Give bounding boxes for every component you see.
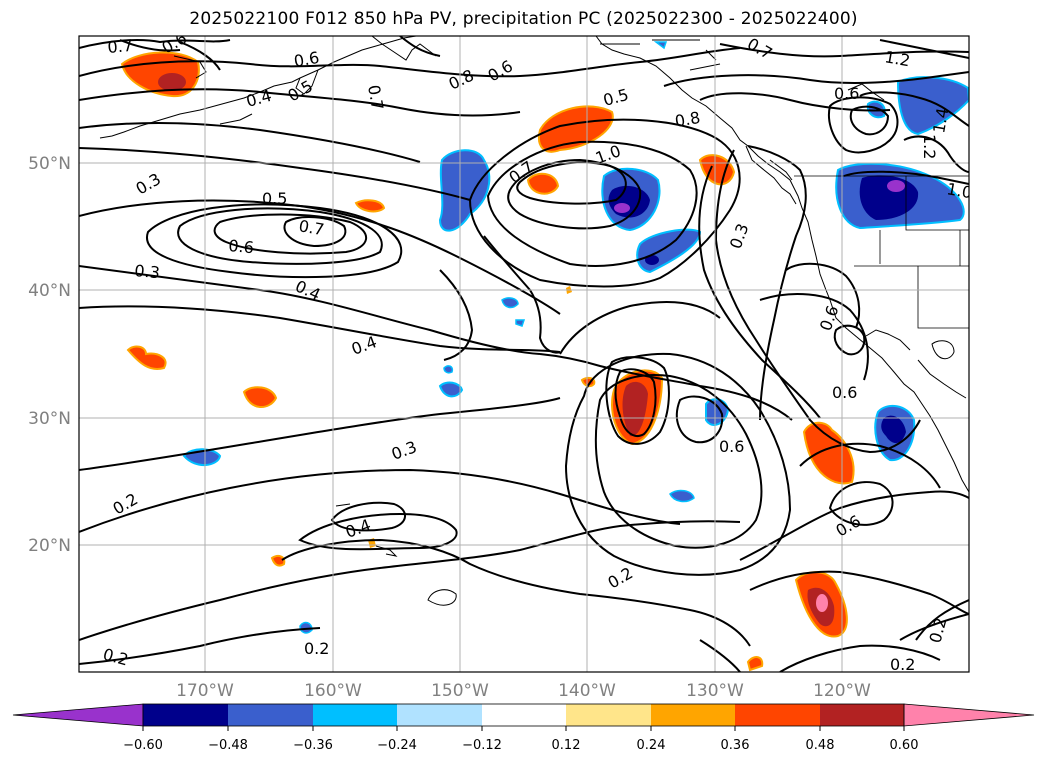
- lon-label-130w: 130°W: [686, 681, 744, 701]
- longitude-labels: 170°W 160°W 150°W 140°W 130°W 120°W: [176, 681, 871, 701]
- contour-label: 0.8: [673, 108, 701, 131]
- contour-label: 0.6: [228, 236, 255, 257]
- contour-label: 0.3: [133, 169, 165, 198]
- colorbar-tick: 0.48: [806, 738, 835, 753]
- pv-contours: [79, 36, 969, 672]
- contour-label: 0.3: [389, 437, 419, 464]
- colorbar-tick: −0.48: [208, 738, 248, 753]
- plot-title: 2025022100 F012 850 hPa PV, precipitatio…: [189, 9, 858, 29]
- colorbar-extend-right: [903, 703, 1035, 727]
- contour-label: 0.6: [832, 383, 857, 402]
- lon-label-140w: 140°W: [558, 681, 616, 701]
- contour-label: 0.7: [364, 83, 387, 111]
- contour-label: 0.3: [134, 261, 161, 282]
- plot-frame: [78, 35, 970, 673]
- contour-label: 1.2: [920, 134, 939, 159]
- contour-label: 0.6: [834, 84, 859, 103]
- contour-label: 1.0: [593, 141, 623, 168]
- contour-label: 0.7: [107, 36, 134, 57]
- colorbar-bin: [313, 704, 397, 726]
- contour-label: 1.2: [883, 47, 911, 70]
- contour-label: 0.2: [890, 655, 915, 674]
- contour-label: 0.4: [244, 86, 274, 111]
- colorbar-bin: [482, 704, 566, 726]
- latitude-labels: 50°N 40°N 30°N 20°N: [28, 154, 71, 556]
- lat-label-30n: 30°N: [28, 409, 71, 429]
- colorbar-extend-left: [12, 703, 144, 727]
- contour-label: 0.2: [110, 489, 142, 518]
- colorbar-tick: −0.60: [123, 738, 163, 753]
- lat-label-50n: 50°N: [28, 154, 71, 174]
- lat-label-40n: 40°N: [28, 281, 71, 301]
- colorbar-bin: [397, 704, 482, 726]
- colorbar-tick: 0.12: [552, 738, 581, 753]
- contour-label: 0.5: [601, 85, 631, 110]
- colorbar-tick: −0.24: [377, 738, 417, 753]
- lat-label-20n: 20°N: [28, 536, 71, 556]
- colorbar-tick: 0.24: [637, 738, 666, 753]
- colorbar-tick: −0.36: [293, 738, 333, 753]
- colorbar: −0.60 −0.48 −0.36 −0.24 −0.12 0.12 0.24 …: [12, 703, 1035, 753]
- colorbar-bin: [143, 704, 228, 726]
- contour-label: 0.2: [605, 563, 637, 592]
- colorbar-bin: [228, 704, 313, 726]
- colorbar-bin: [651, 704, 735, 726]
- contour-label: 0.2: [304, 639, 329, 658]
- contour-label: 0.5: [262, 189, 287, 208]
- contour-label: 0.2: [101, 645, 131, 670]
- contour-label: 0.2: [926, 616, 951, 646]
- colorbar-bin: [566, 704, 651, 726]
- lon-label-120w: 120°W: [813, 681, 871, 701]
- lon-label-160w: 160°W: [304, 681, 362, 701]
- colorbar-tick: −0.12: [462, 738, 502, 753]
- contour-label: 1.4: [929, 106, 952, 134]
- contour-label: 0.4: [349, 332, 379, 359]
- colorbar-tick: 0.36: [721, 738, 750, 753]
- coastlines: [99, 36, 969, 606]
- lon-label-170w: 170°W: [176, 681, 234, 701]
- contour-label: 0.6: [719, 437, 744, 456]
- contour-label: 0.7: [744, 34, 776, 63]
- contour-label: 1.0: [945, 179, 973, 202]
- colorbar-tick: 0.60: [890, 738, 919, 753]
- contour-label: 0.6: [292, 48, 320, 71]
- contour-label: 0.7: [297, 216, 325, 239]
- lon-label-150w: 150°W: [431, 681, 489, 701]
- contour-label: 0.8: [446, 66, 477, 94]
- contour-label: 0.6: [485, 56, 517, 85]
- gridlines: [79, 36, 969, 672]
- colorbar-bin: [735, 704, 820, 726]
- colorbar-bin: [820, 704, 904, 726]
- map-plot-area: 0.7 0.6 0.6 0.4 0.5 0.7 0.8 0.6 0.5 0.8 …: [79, 34, 973, 674]
- precip-positive-patches: [120, 51, 855, 672]
- contour-label: 0.5: [285, 76, 317, 105]
- contour-label: 0.3: [726, 221, 753, 251]
